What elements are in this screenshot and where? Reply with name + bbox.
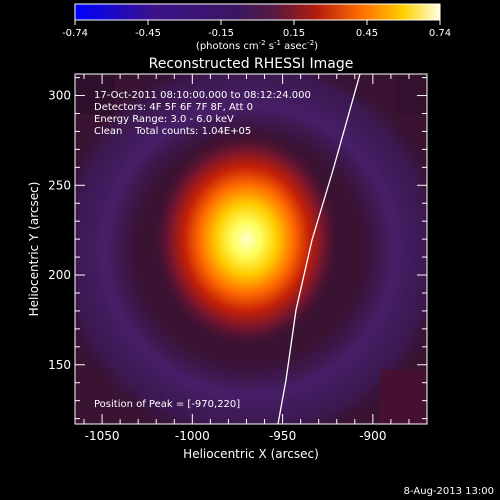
plot-frame [74, 73, 428, 425]
info-line-detectors: Detectors: 4F 5F 6F 7F 8F, Att 0 [94, 102, 253, 113]
peak-position-label: Position of Peak = [-970,220] [94, 399, 240, 410]
y-axis-ticks: 150 200 250 300 [48, 77, 427, 420]
y-tick-label: 300 [48, 89, 71, 103]
colorbar [74, 3, 441, 21]
y-axis-label: Heliocentric Y (arcsec) [27, 182, 41, 317]
colorbar-ticks: -0.74 -0.45 -0.15 0.15 0.45 0.74 [62, 20, 451, 39]
solar-limb-line [277, 74, 361, 424]
flare-source [151, 129, 342, 350]
x-tick-label: -900 [359, 429, 386, 443]
colorbar-tick-label: 0.45 [356, 28, 378, 39]
info-line-time: 17-Oct-2011 08:10:00.000 to 08:12:24.000 [94, 90, 311, 101]
colorbar-tick-label: 0.74 [429, 28, 451, 39]
footer-timestamp: 8-Aug-2013 13:00 [404, 486, 494, 497]
colorbar-tick-label: -0.15 [208, 28, 234, 39]
x-tick-label: -950 [269, 429, 296, 443]
y-tick-label: 200 [48, 268, 71, 282]
colorbar-tick-label: -0.74 [62, 28, 88, 39]
y-tick-label: 250 [48, 178, 71, 192]
x-axis-label: Heliocentric X (arcsec) [183, 447, 319, 461]
xray-image [75, 74, 427, 424]
info-line-counts: Clean Total counts: 1.04E+05 [94, 126, 251, 137]
x-axis-ticks: -1050 -1000 -950 -900 [83, 74, 428, 443]
colorbar-tick-label: -0.45 [135, 28, 161, 39]
x-tick-label: -1000 [175, 429, 210, 443]
x-tick-label: -1050 [85, 429, 120, 443]
image-title: Reconstructed RHESSI Image [149, 56, 354, 72]
y-tick-label: 150 [48, 358, 71, 372]
colorbar-tick-label: 0.15 [283, 28, 305, 39]
colorbar-units: (photons cm-2 s-1 asec-2) [196, 39, 318, 52]
info-line-energy: Energy Range: 3.0 - 6.0 keV [94, 114, 234, 125]
info-block: 17-Oct-2011 08:10:00.000 to 08:12:24.000… [94, 90, 311, 137]
